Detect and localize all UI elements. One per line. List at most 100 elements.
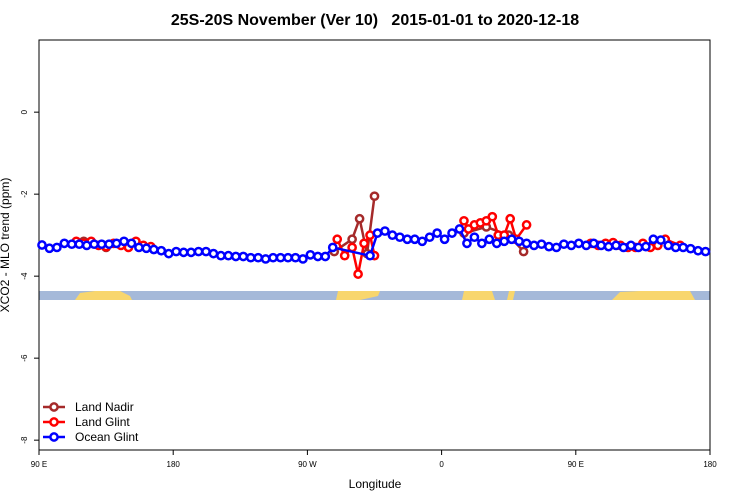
point bbox=[573, 238, 584, 249]
point bbox=[409, 234, 420, 245]
y-tick-label: -4 bbox=[20, 272, 29, 280]
point bbox=[514, 236, 524, 247]
point bbox=[216, 250, 226, 261]
x-tick-label: 180 bbox=[167, 460, 181, 469]
point bbox=[201, 246, 211, 257]
point bbox=[260, 254, 271, 264]
legend-marker bbox=[49, 402, 59, 412]
point bbox=[685, 243, 696, 254]
x-tick-label: 180 bbox=[703, 460, 717, 469]
point bbox=[327, 242, 338, 253]
point bbox=[96, 239, 107, 250]
point bbox=[156, 245, 167, 256]
point bbox=[275, 252, 286, 263]
point bbox=[178, 247, 189, 258]
point bbox=[104, 239, 114, 250]
y-axis-label: XCO2 - MLO trend (ppm) bbox=[0, 178, 12, 313]
point bbox=[230, 251, 241, 262]
point bbox=[611, 240, 621, 251]
x-tick-label: 90 E bbox=[31, 460, 47, 469]
point bbox=[37, 240, 47, 250]
point bbox=[365, 250, 375, 261]
point bbox=[544, 241, 554, 252]
point bbox=[447, 228, 457, 238]
point bbox=[693, 245, 703, 256]
point bbox=[439, 234, 450, 245]
x-tick-label: 90 E bbox=[568, 460, 584, 469]
point bbox=[670, 242, 681, 253]
point bbox=[417, 236, 428, 247]
point bbox=[171, 246, 182, 257]
point bbox=[499, 236, 510, 247]
point bbox=[506, 234, 517, 245]
point bbox=[369, 191, 380, 202]
point bbox=[641, 241, 651, 252]
point bbox=[312, 251, 323, 262]
x-tick-label: 0 bbox=[439, 460, 444, 469]
point bbox=[339, 250, 350, 261]
point bbox=[633, 242, 644, 253]
point bbox=[559, 239, 569, 250]
point bbox=[487, 211, 498, 222]
point bbox=[89, 239, 100, 250]
legend-label: Land Glint bbox=[75, 415, 130, 429]
point bbox=[186, 247, 196, 258]
point bbox=[655, 235, 666, 245]
point bbox=[59, 238, 70, 249]
point bbox=[394, 232, 405, 243]
point bbox=[290, 252, 301, 263]
point bbox=[462, 238, 472, 249]
x-tick-label: 90 W bbox=[298, 460, 317, 469]
point bbox=[372, 228, 383, 238]
point bbox=[387, 230, 398, 241]
point bbox=[126, 238, 137, 249]
chart-title: 25S-20S November (Ver 10) 2015-01-01 to … bbox=[171, 12, 579, 29]
point bbox=[354, 213, 365, 224]
point bbox=[163, 248, 174, 259]
point bbox=[536, 239, 547, 250]
point bbox=[66, 239, 77, 250]
point bbox=[305, 249, 316, 260]
point bbox=[491, 238, 502, 249]
point bbox=[596, 240, 606, 251]
point bbox=[380, 226, 390, 236]
point bbox=[459, 215, 469, 226]
point bbox=[603, 241, 614, 252]
point bbox=[134, 242, 144, 253]
point bbox=[518, 246, 529, 257]
point bbox=[551, 242, 562, 253]
point bbox=[52, 242, 62, 253]
point bbox=[581, 240, 592, 251]
point bbox=[208, 248, 219, 259]
legend-label: Land Nadir bbox=[75, 400, 134, 414]
point bbox=[359, 238, 369, 249]
point bbox=[663, 240, 674, 251]
point bbox=[141, 243, 152, 254]
point bbox=[454, 224, 465, 234]
x-axis-label: Longitude bbox=[349, 477, 402, 491]
legend-label: Ocean Glint bbox=[75, 430, 139, 444]
point bbox=[353, 269, 363, 279]
point bbox=[223, 250, 234, 261]
point bbox=[618, 242, 629, 253]
legend-marker bbox=[49, 417, 59, 427]
y-tick-label: -8 bbox=[20, 436, 29, 444]
point bbox=[283, 252, 293, 263]
y-tick-label: -2 bbox=[20, 190, 29, 198]
point bbox=[238, 251, 249, 262]
point bbox=[74, 239, 85, 250]
point bbox=[148, 244, 159, 255]
point bbox=[521, 238, 532, 249]
point bbox=[365, 230, 375, 241]
point bbox=[268, 252, 278, 263]
point bbox=[347, 234, 357, 245]
point bbox=[402, 234, 413, 245]
point bbox=[253, 252, 264, 263]
point bbox=[477, 238, 487, 249]
point bbox=[648, 234, 659, 245]
point bbox=[245, 252, 256, 263]
point bbox=[432, 228, 442, 238]
point bbox=[588, 238, 599, 249]
y-tick-label: -6 bbox=[20, 354, 29, 362]
